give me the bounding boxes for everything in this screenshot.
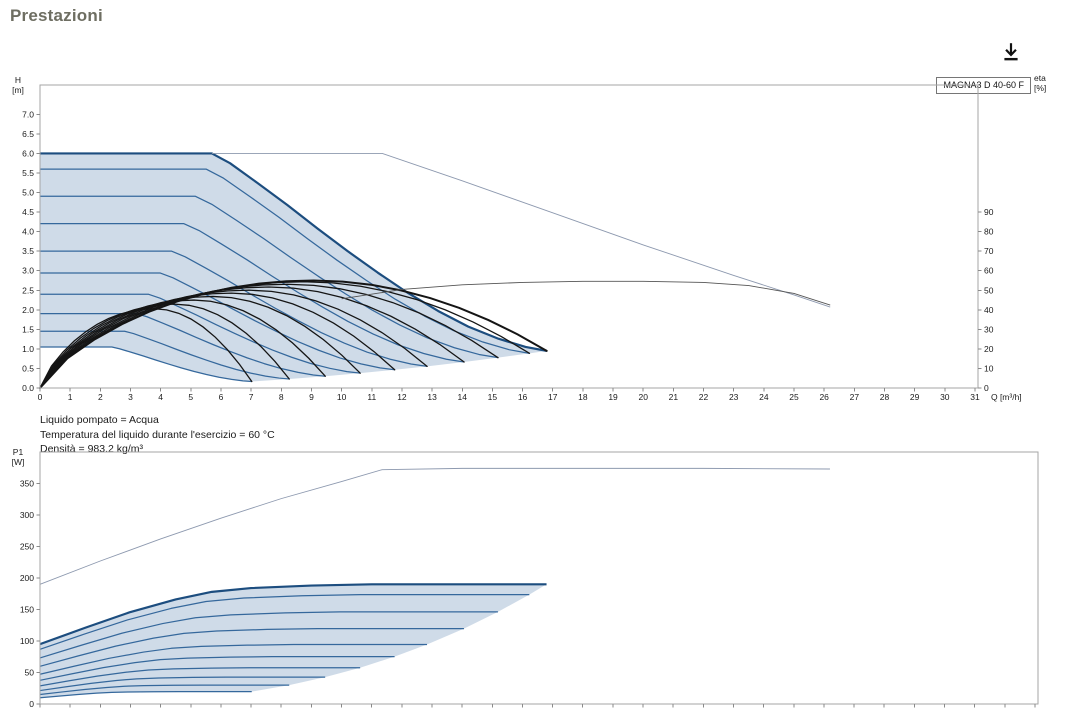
svg-text:1: 1	[68, 392, 73, 402]
svg-text:10: 10	[337, 392, 347, 402]
svg-text:15: 15	[488, 392, 498, 402]
axis-label-line: eta	[1034, 73, 1046, 83]
svg-text:2.0: 2.0	[22, 305, 34, 315]
svg-text:4.5: 4.5	[22, 207, 34, 217]
svg-text:3: 3	[128, 392, 133, 402]
download-icon	[1004, 43, 1018, 61]
svg-text:0.0: 0.0	[22, 383, 34, 393]
speed-curves	[39, 583, 547, 699]
pump-envelope-fill	[40, 153, 547, 382]
svg-text:29: 29	[910, 392, 920, 402]
svg-text:7.0: 7.0	[22, 109, 34, 119]
svg-text:25: 25	[789, 392, 799, 402]
svg-text:19: 19	[608, 392, 618, 402]
svg-text:10: 10	[984, 363, 994, 373]
svg-text:31: 31	[970, 392, 980, 402]
dual-pump-power-curve	[39, 467, 830, 585]
svg-text:3.5: 3.5	[22, 246, 34, 256]
svg-text:60: 60	[984, 266, 994, 276]
svg-text:0: 0	[38, 392, 43, 402]
axis-label-line: [W]	[11, 456, 25, 467]
svg-text:16: 16	[518, 392, 528, 402]
dual-pump-eta-curve	[341, 280, 831, 306]
svg-text:80: 80	[984, 227, 994, 237]
svg-text:0: 0	[984, 383, 989, 393]
svg-text:2: 2	[98, 392, 103, 402]
page-title: Prestazioni	[10, 6, 103, 25]
svg-text:2.5: 2.5	[22, 285, 34, 295]
svg-text:3.0: 3.0	[22, 266, 34, 276]
axes: 0 50 100 150 200 250 300 350	[20, 451, 1039, 709]
y-axis-label-power: P1 [W]	[2, 447, 34, 467]
svg-text:11: 11	[367, 392, 376, 402]
svg-text:24: 24	[759, 392, 769, 402]
svg-text:17: 17	[548, 392, 558, 402]
y-axis-label-head: H [m]	[2, 75, 34, 95]
svg-text:4.0: 4.0	[22, 227, 34, 237]
svg-text:5.0: 5.0	[22, 188, 34, 198]
annotation-pumped-liquid: Liquido pompato = Acqua	[40, 414, 159, 426]
svg-text:28: 28	[880, 392, 890, 402]
svg-text:6: 6	[219, 392, 224, 402]
svg-text:27: 27	[850, 392, 860, 402]
svg-text:21: 21	[669, 392, 679, 402]
svg-text:14: 14	[458, 392, 468, 402]
axis-label-line: [m]	[12, 84, 24, 95]
download-button[interactable]	[998, 39, 1024, 65]
svg-text:90: 90	[984, 207, 994, 217]
svg-text:9: 9	[309, 392, 314, 402]
svg-text:200: 200	[20, 573, 34, 583]
svg-text:350: 350	[20, 479, 34, 489]
svg-text:5.5: 5.5	[22, 168, 34, 178]
axis-label-line: H	[14, 75, 22, 85]
svg-text:1.5: 1.5	[22, 324, 34, 334]
hq-performance-chart: 0 1 2 3 4 5 6 7 8 9 10 11 12 13 14 15 16 17 18 19 20 21 22 23 24…	[22, 84, 1022, 402]
svg-text:6.0: 6.0	[22, 148, 34, 158]
svg-text:40: 40	[984, 305, 994, 315]
svg-text:22: 22	[699, 392, 709, 402]
svg-text:5: 5	[188, 392, 193, 402]
efficiency-curves	[39, 279, 548, 389]
svg-text:4: 4	[158, 392, 163, 402]
svg-text:7: 7	[249, 392, 254, 402]
svg-text:8: 8	[279, 392, 284, 402]
svg-text:12: 12	[397, 392, 407, 402]
svg-text:50: 50	[25, 668, 35, 678]
svg-text:20: 20	[638, 392, 648, 402]
svg-text:100: 100	[20, 636, 34, 646]
svg-text:50: 50	[984, 285, 994, 295]
svg-text:30: 30	[984, 324, 994, 334]
svg-text:0.5: 0.5	[22, 363, 34, 373]
svg-text:6.5: 6.5	[22, 129, 34, 139]
svg-text:20: 20	[984, 344, 994, 354]
axis-label-line: [%]	[1034, 82, 1047, 93]
y2-axis-label-eta: eta [%]	[1034, 73, 1064, 93]
svg-text:1.0: 1.0	[22, 344, 34, 354]
annotation-liquid-temperature: Temperatura del liquido durante l'eserci…	[40, 428, 275, 441]
svg-text:250: 250	[20, 542, 34, 552]
p1-power-chart: 0 50 100 150 200 250 300 350	[20, 451, 1039, 709]
overlay-lines	[39, 467, 830, 585]
svg-text:30: 30	[940, 392, 950, 402]
svg-text:23: 23	[729, 392, 739, 402]
axis-label-line: P1	[12, 447, 24, 457]
svg-text:Q [m³/h]: Q [m³/h]	[991, 392, 1022, 402]
svg-text:26: 26	[819, 392, 829, 402]
svg-text:150: 150	[20, 605, 34, 615]
axes: 0 1 2 3 4 5 6 7 8 9 10 11 12 13 14 15 16 17 18 19 20 21 22 23 24…	[22, 84, 1022, 402]
svg-text:0: 0	[29, 699, 34, 709]
svg-text:70: 70	[984, 246, 994, 256]
svg-text:13: 13	[427, 392, 437, 402]
svg-text:18: 18	[578, 392, 588, 402]
speed-curves	[40, 152, 547, 383]
overlay-lines	[211, 152, 831, 308]
svg-text:300: 300	[20, 510, 34, 520]
